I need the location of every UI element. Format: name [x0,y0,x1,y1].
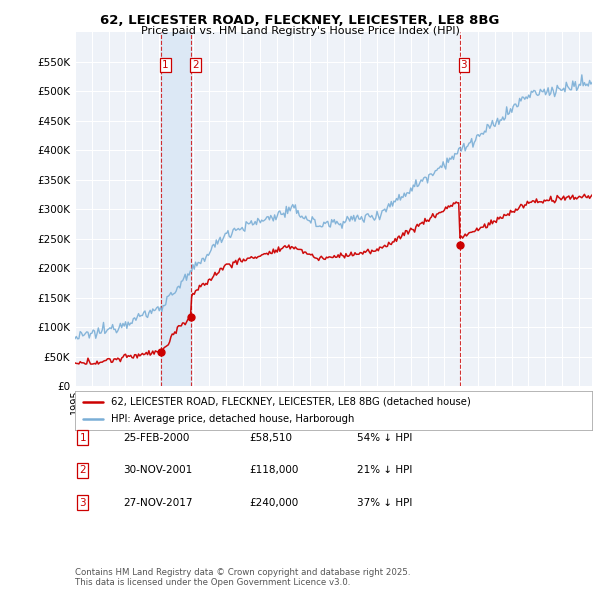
Text: 2: 2 [192,60,199,70]
Text: 62, LEICESTER ROAD, FLECKNEY, LEICESTER, LE8 8BG (detached house): 62, LEICESTER ROAD, FLECKNEY, LEICESTER,… [111,396,471,407]
Text: £118,000: £118,000 [249,466,298,475]
Text: 25-FEB-2000: 25-FEB-2000 [123,433,190,442]
Text: 21% ↓ HPI: 21% ↓ HPI [357,466,412,475]
Text: 37% ↓ HPI: 37% ↓ HPI [357,498,412,507]
Bar [161,32,191,386]
Text: 27-NOV-2017: 27-NOV-2017 [123,498,193,507]
Text: Price paid vs. HM Land Registry's House Price Index (HPI): Price paid vs. HM Land Registry's House … [140,26,460,36]
Text: 2: 2 [79,466,86,475]
Text: 3: 3 [461,60,467,70]
Text: 1: 1 [162,60,169,70]
Text: 62, LEICESTER ROAD, FLECKNEY, LEICESTER, LE8 8BG: 62, LEICESTER ROAD, FLECKNEY, LEICESTER,… [100,14,500,27]
Text: 30-NOV-2001: 30-NOV-2001 [123,466,192,475]
Text: 54% ↓ HPI: 54% ↓ HPI [357,433,412,442]
Text: 3: 3 [79,498,86,507]
Text: Contains HM Land Registry data © Crown copyright and database right 2025.
This d: Contains HM Land Registry data © Crown c… [75,568,410,587]
Text: 1: 1 [79,433,86,442]
Text: £58,510: £58,510 [249,433,292,442]
Text: £240,000: £240,000 [249,498,298,507]
Text: HPI: Average price, detached house, Harborough: HPI: Average price, detached house, Harb… [111,414,355,424]
